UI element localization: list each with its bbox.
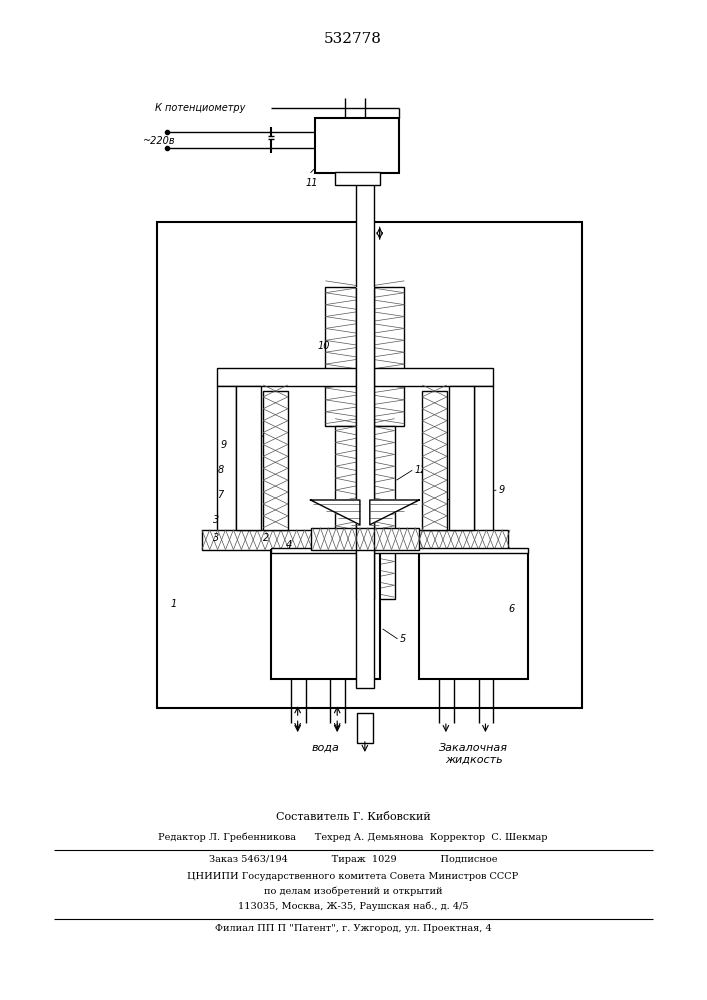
Bar bbox=[310, 528, 419, 550]
Text: 9: 9 bbox=[498, 485, 505, 495]
Text: 9: 9 bbox=[221, 440, 226, 450]
Bar bbox=[474, 386, 493, 532]
Text: Филиал ПП П "Патент", г. Ужгород, ул. Проектная, 4: Филиал ПП П "Патент", г. Ужгород, ул. Пр… bbox=[215, 924, 491, 933]
Text: Заказ 5463/194              Тираж  1029              Подписное: Заказ 5463/194 Тираж 1029 Подписное bbox=[209, 855, 497, 864]
Text: 1: 1 bbox=[170, 599, 177, 609]
Text: 8: 8 bbox=[217, 465, 223, 475]
Polygon shape bbox=[370, 500, 419, 525]
Bar bbox=[422, 391, 447, 530]
Bar bbox=[271, 548, 528, 553]
Text: вода: вода bbox=[311, 743, 339, 753]
Text: по делам изобретений и открытий: по делам изобретений и открытий bbox=[264, 887, 443, 896]
Text: 532778: 532778 bbox=[324, 32, 382, 46]
Text: Закалочная
жидкость: Закалочная жидкость bbox=[439, 743, 508, 765]
Text: К потенциометру: К потенциометру bbox=[156, 103, 246, 113]
Bar bbox=[216, 368, 493, 386]
Bar bbox=[236, 386, 261, 530]
Text: ~220в: ~220в bbox=[143, 136, 175, 146]
Text: Редактор Л. Гребенникова      Техред А. Демьянова  Корректор  С. Шекмар: Редактор Л. Гребенникова Техред А. Демья… bbox=[158, 832, 548, 842]
Text: ЦНИИПИ Государственного комитета Совета Министров СССР: ЦНИИПИ Государственного комитета Совета … bbox=[187, 872, 519, 881]
Bar bbox=[201, 530, 508, 550]
Bar bbox=[335, 172, 380, 185]
Bar bbox=[325, 287, 404, 426]
Text: 6: 6 bbox=[508, 604, 515, 614]
Text: 7: 7 bbox=[217, 490, 223, 500]
Text: 113035, Москва, Ж-35, Раушская наб., д. 4/5: 113035, Москва, Ж-35, Раушская наб., д. … bbox=[238, 902, 468, 911]
Text: Составитель Г. Кибовский: Составитель Г. Кибовский bbox=[276, 812, 431, 822]
Bar bbox=[263, 391, 288, 530]
Text: 3: 3 bbox=[214, 533, 220, 543]
Text: 11: 11 bbox=[305, 178, 318, 188]
Bar bbox=[357, 713, 373, 743]
Bar bbox=[356, 426, 374, 599]
Bar bbox=[356, 138, 374, 688]
Bar bbox=[158, 222, 583, 708]
Text: 4: 4 bbox=[286, 540, 292, 550]
Bar bbox=[356, 287, 374, 426]
Text: 12: 12 bbox=[414, 465, 427, 475]
Text: 5: 5 bbox=[399, 634, 406, 644]
Text: 2: 2 bbox=[263, 533, 269, 543]
Bar bbox=[419, 550, 528, 678]
Bar bbox=[216, 386, 236, 532]
Bar bbox=[271, 550, 380, 678]
Bar bbox=[449, 386, 474, 530]
Bar bbox=[315, 118, 399, 173]
Polygon shape bbox=[310, 500, 360, 525]
Bar bbox=[335, 426, 395, 599]
Text: 3: 3 bbox=[214, 515, 220, 525]
Text: 10: 10 bbox=[317, 341, 330, 351]
